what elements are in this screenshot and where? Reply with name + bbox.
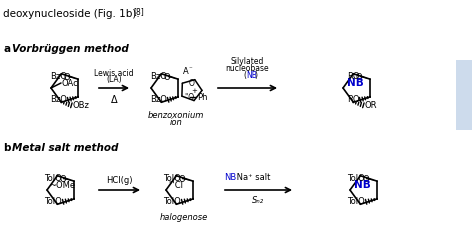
Text: Δ: Δ: [111, 95, 117, 105]
Text: BzO: BzO: [50, 72, 67, 81]
Text: A: A: [183, 67, 189, 76]
Text: BzO: BzO: [150, 72, 167, 81]
Text: ~OMe: ~OMe: [49, 181, 75, 190]
Text: [8]: [8]: [133, 7, 144, 16]
Text: Sₙ₂: Sₙ₂: [253, 196, 264, 205]
Text: b: b: [3, 143, 10, 153]
Polygon shape: [168, 75, 178, 79]
Text: ion: ion: [170, 118, 182, 127]
Text: nucleobase: nucleobase: [226, 64, 269, 73]
Text: BzO: BzO: [150, 95, 167, 104]
Text: O: O: [64, 72, 70, 81]
Text: Metal salt method: Metal salt method: [12, 143, 118, 153]
Text: O: O: [363, 174, 369, 183]
Text: Ph: Ph: [197, 93, 208, 102]
Text: TolO: TolO: [347, 174, 365, 183]
Text: O: O: [356, 72, 362, 81]
Text: Vorbrüggen method: Vorbrüggen method: [12, 44, 129, 54]
Text: BzO: BzO: [50, 95, 67, 104]
Text: OR: OR: [365, 101, 377, 110]
Text: OBz: OBz: [73, 101, 89, 110]
Polygon shape: [366, 177, 377, 181]
Text: TolO: TolO: [45, 197, 62, 206]
Text: NB: NB: [347, 78, 364, 88]
Text: Lewis acid: Lewis acid: [94, 69, 134, 78]
Text: deoxynucleoside (Fig. 1b).: deoxynucleoside (Fig. 1b).: [3, 9, 140, 19]
Text: TolO: TolO: [347, 197, 365, 206]
Text: '''Cl: '''Cl: [168, 181, 183, 190]
Text: O: O: [60, 174, 66, 183]
Text: Silylated: Silylated: [231, 57, 264, 66]
Text: NB: NB: [224, 173, 236, 182]
Polygon shape: [360, 75, 370, 79]
Text: benzoxonium: benzoxonium: [148, 111, 204, 120]
Polygon shape: [182, 177, 193, 181]
Text: RO: RO: [346, 95, 359, 104]
Text: a: a: [3, 44, 10, 54]
Text: Na⁺ salt: Na⁺ salt: [234, 173, 270, 182]
Text: (: (: [244, 71, 246, 80]
Text: ⁻: ⁻: [189, 66, 193, 72]
Text: RO: RO: [346, 72, 359, 81]
Text: ''O: ''O: [184, 93, 194, 102]
Text: TolO: TolO: [164, 174, 181, 183]
Text: (LA): (LA): [106, 75, 122, 84]
Text: O: O: [164, 72, 170, 81]
Text: TolO: TolO: [45, 174, 62, 183]
Text: HCl(g): HCl(g): [106, 176, 133, 185]
Text: NB: NB: [246, 71, 257, 80]
Text: O: O: [179, 174, 185, 183]
Text: NB: NB: [354, 180, 371, 190]
Polygon shape: [63, 177, 74, 181]
Text: O: O: [189, 78, 195, 87]
Text: TolO: TolO: [164, 197, 181, 206]
Text: ): ): [255, 71, 257, 80]
Text: OAc: OAc: [62, 78, 79, 87]
Bar: [456, 60, 472, 130]
Polygon shape: [68, 75, 78, 79]
Text: +: +: [191, 88, 197, 94]
Text: halogenose: halogenose: [160, 213, 208, 222]
